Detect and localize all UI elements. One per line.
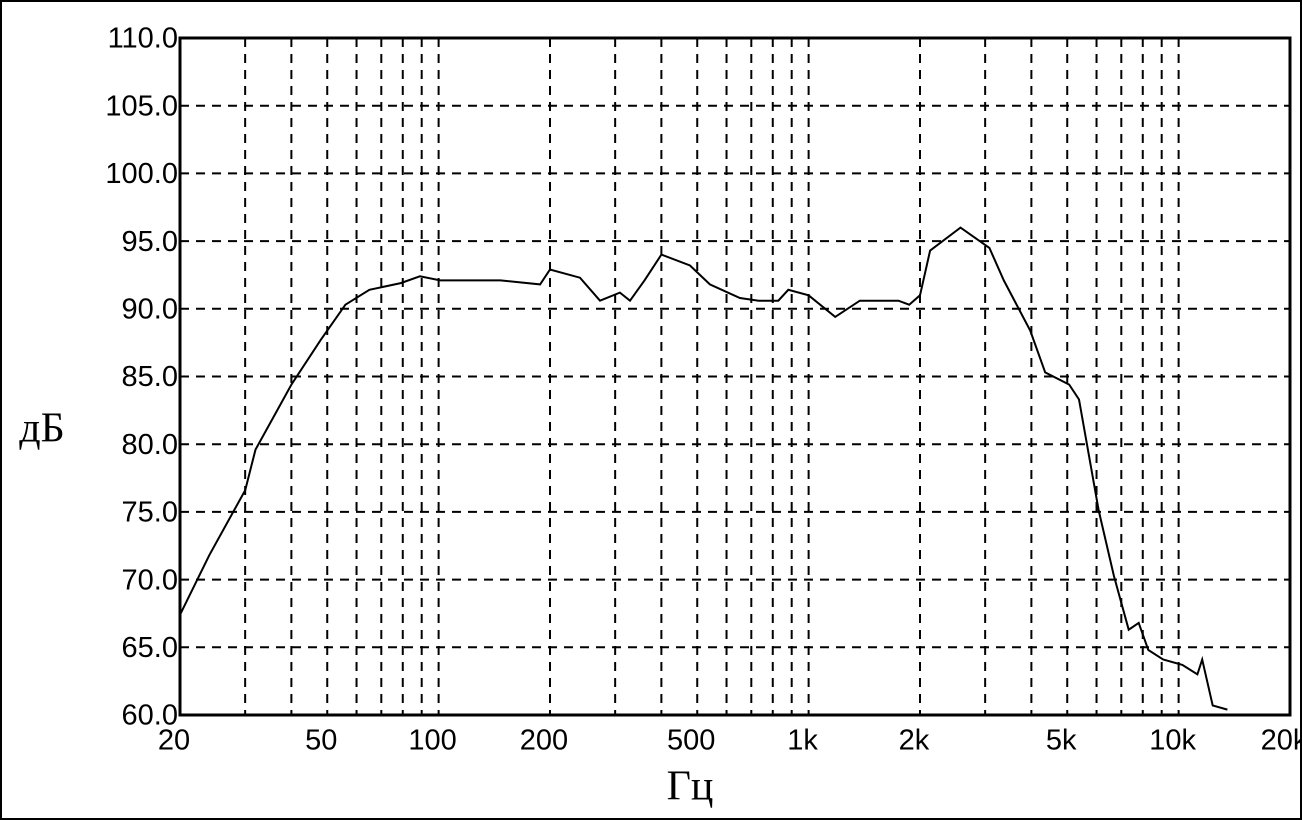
x-tick-label: 100	[408, 725, 456, 757]
y-tick-label: 100.0	[105, 158, 178, 190]
y-tick-label: 90.0	[122, 293, 178, 325]
y-tick-label: 65.0	[122, 632, 178, 664]
x-tick-label: 1k	[787, 725, 818, 757]
plot-area	[178, 36, 1292, 717]
y-tick-label: 95.0	[122, 226, 178, 258]
y-tick-label: 70.0	[122, 564, 178, 596]
response-line	[179, 226, 1228, 711]
y-axis-label: дБ	[19, 406, 65, 452]
x-tick-label: 20	[158, 725, 190, 757]
y-tick-label: 110.0	[108, 23, 178, 55]
x-tick-label: 20k	[1261, 725, 1302, 757]
x-axis-label: Гц	[667, 764, 714, 810]
y-tick-label: 80.0	[122, 429, 178, 461]
y-tick-label: 105.0	[105, 90, 178, 122]
x-tick-label: 500	[667, 725, 715, 757]
x-tick-label: 5k	[1046, 725, 1077, 757]
y-tick-label: 60.0	[122, 700, 178, 732]
x-tick-label: 200	[520, 725, 568, 757]
y-tick-label: 85.0	[122, 361, 178, 393]
x-tick-label: 2k	[899, 725, 930, 757]
y-tick-label: 75.0	[122, 497, 178, 529]
x-tick-label: 10k	[1149, 725, 1196, 757]
x-tick-label: 50	[305, 725, 337, 757]
